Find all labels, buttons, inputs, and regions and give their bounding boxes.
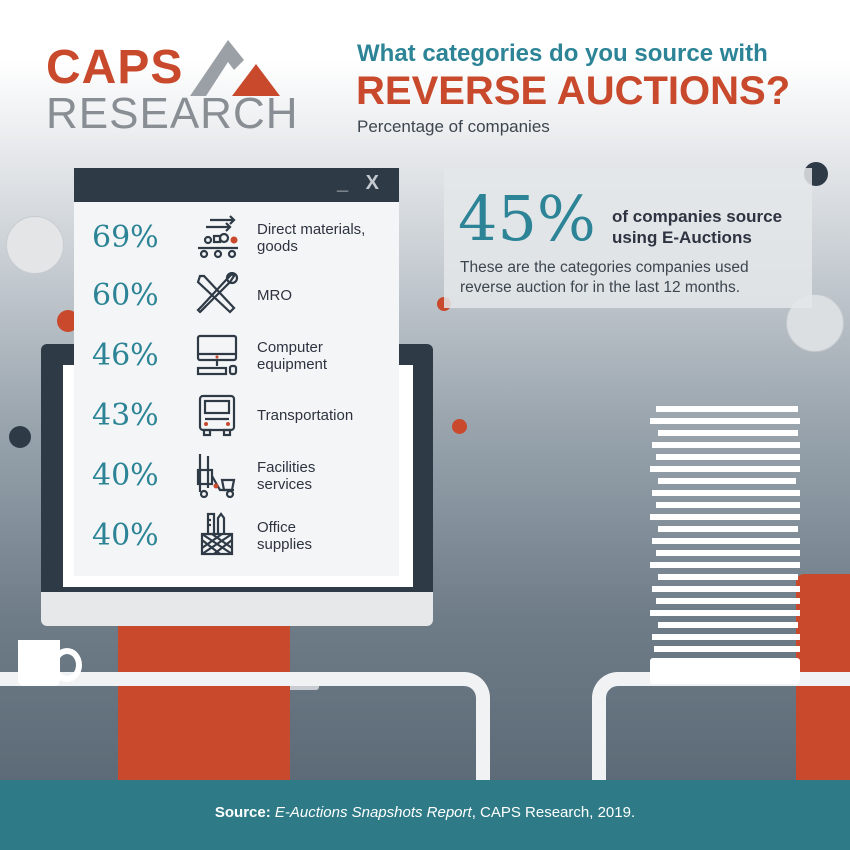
source-rest: , CAPS Research, 2019. (471, 804, 636, 821)
monitor-bezel (41, 592, 433, 626)
computer-icon (196, 334, 238, 376)
category-percent: 43% (92, 398, 159, 433)
category-label-line2: goods (257, 237, 298, 255)
question-line2: REVERSE AUCTIONS? (356, 69, 791, 113)
category-label: MRO (257, 287, 397, 305)
category-label-line1: Facilities (257, 459, 316, 476)
wrench-screwdriver-icon (196, 272, 239, 314)
category-label: Computer equipment (257, 339, 397, 373)
category-row: 60% MRO (74, 270, 399, 328)
decor-dot-orange (57, 310, 79, 332)
desk-right (592, 672, 850, 782)
category-label-line1: MRO (257, 287, 292, 304)
category-row: 69% Direct materials, goods (74, 212, 399, 270)
subtitle: Percentage of companies (357, 117, 550, 136)
source-title: E-Auctions Snapshots Report (274, 804, 472, 821)
chair-left (118, 626, 290, 780)
category-label-line2: services (257, 475, 313, 493)
category-label-line1: Transportation (257, 407, 354, 424)
logo-research: RESEARCH (46, 89, 299, 138)
category-percent: 40% (92, 458, 159, 493)
category-label-line1: Office (257, 519, 296, 536)
window-title-bar: _ X (74, 168, 399, 202)
category-percent: 46% (92, 338, 159, 373)
decor-dot-orange-mid (452, 419, 467, 434)
category-row: 40% Office supplies (74, 510, 399, 568)
category-label-line2: supplies (257, 535, 313, 553)
category-label: Facilities services (257, 459, 397, 493)
category-percent: 69% (92, 220, 159, 255)
decor-dot-navy-left (9, 426, 31, 448)
window-controls[interactable]: _ X (336, 172, 385, 194)
question-line1: What categories do you source with (357, 40, 768, 67)
pencil-cup-icon (200, 512, 234, 556)
category-label: Direct materials, goods (257, 221, 397, 255)
category-percent: 40% (92, 518, 159, 553)
stat-description: These are the categories companies used … (460, 259, 749, 297)
category-label-line1: Computer (257, 339, 323, 356)
category-row: 46% Computer equipment (74, 330, 399, 388)
stat-big-number: 45% (458, 182, 596, 255)
truck-icon (198, 394, 236, 437)
decor-dot-grey-right (786, 294, 844, 352)
logo-caps: CAPS (46, 41, 184, 94)
desk-left (0, 672, 490, 782)
source-label: Source: (214, 804, 271, 821)
conveyor-parts-icon (198, 215, 238, 259)
category-row: 40% Facilities services (74, 450, 399, 508)
category-label: Office supplies (257, 519, 397, 553)
category-label-line1: Direct materials, (257, 221, 366, 238)
stat-caption: of companies source using E-Auctions (612, 206, 782, 249)
stat-caption-line2: using E-Auctions (612, 228, 752, 248)
category-row: 43% Transportation (74, 390, 399, 448)
source-citation: Source: E-Auctions Snapshots Report, CAP… (0, 804, 850, 821)
stat-panel (444, 168, 812, 308)
category-percent: 60% (92, 278, 159, 313)
stat-caption-line1: of companies source (612, 207, 783, 226)
coffee-mug-handle (52, 648, 82, 682)
logo-mountain-icon (190, 40, 280, 96)
category-label: Transportation (257, 407, 397, 425)
footer-bar (0, 780, 850, 850)
category-window: _ X 69% Direct materials, goods 60% (74, 168, 399, 576)
cleaning-cart-icon (196, 454, 236, 498)
category-label-line2: equipment (257, 355, 328, 373)
decor-dot-grey-left (6, 216, 64, 274)
paper-stack-icon (650, 406, 800, 684)
